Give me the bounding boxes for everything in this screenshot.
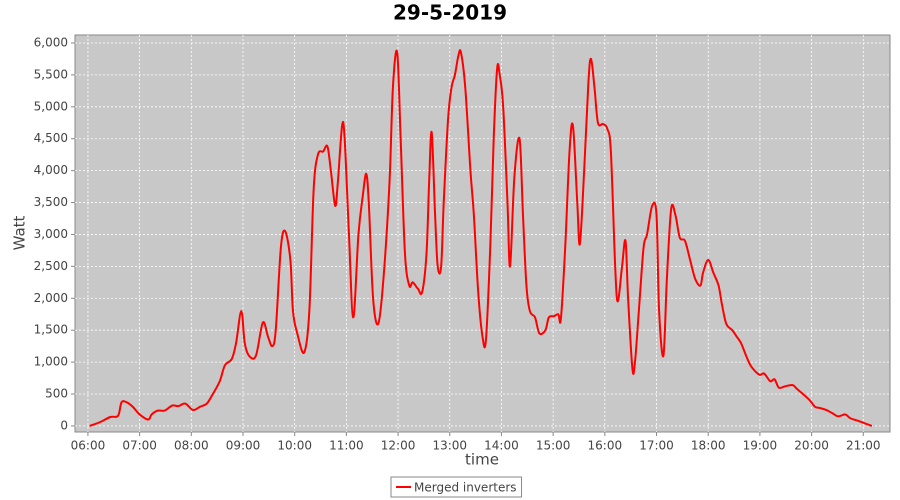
y-tick-label: 6,000: [34, 35, 68, 49]
y-tick-label: 4,500: [34, 131, 68, 145]
legend: Merged inverters: [390, 476, 523, 498]
y-tick-label: 3,500: [34, 195, 68, 209]
x-axis-label: time: [465, 451, 499, 469]
x-tick-label: 12:00: [381, 439, 416, 453]
x-tick-label: 19:00: [743, 439, 778, 453]
y-tick-label: 2,000: [34, 291, 68, 305]
x-tick-label: 06:00: [71, 439, 106, 453]
x-tick-label: 11:00: [329, 439, 364, 453]
x-tick-label: 18:00: [691, 439, 726, 453]
x-tick-label: 17:00: [639, 439, 674, 453]
series-line: [89, 49, 873, 427]
plot-area: [74, 34, 891, 433]
x-tick-label: 10:00: [277, 439, 312, 453]
y-axis-label: Watt: [11, 215, 29, 250]
x-tick-label: 14:00: [484, 439, 519, 453]
y-tick-label: 500: [45, 387, 68, 401]
y-tick-label: 3,000: [34, 227, 68, 241]
legend-box: [390, 476, 523, 498]
x-tick-label: 16:00: [588, 439, 623, 453]
x-tick-label: 20:00: [794, 439, 829, 453]
x-tick-label: 21:00: [846, 439, 881, 453]
y-tick-label: 4,000: [34, 163, 68, 177]
x-tick-label: 15:00: [536, 439, 571, 453]
y-tick-label: 1,500: [34, 323, 68, 337]
x-tick-label: 13:00: [432, 439, 467, 453]
x-tick-label: 09:00: [226, 439, 261, 453]
x-tick-label: 08:00: [174, 439, 209, 453]
y-tick-label: 2,500: [34, 259, 68, 273]
x-tick-label: 07:00: [122, 439, 157, 453]
y-tick-label: 5,500: [34, 67, 68, 81]
chart-title: 29-5-2019: [393, 1, 507, 25]
legend-label: Merged inverters: [414, 481, 517, 495]
y-tick-label: 5,000: [34, 99, 68, 113]
y-tick-label: 0: [60, 418, 68, 432]
y-tick-label: 1,000: [34, 355, 68, 369]
